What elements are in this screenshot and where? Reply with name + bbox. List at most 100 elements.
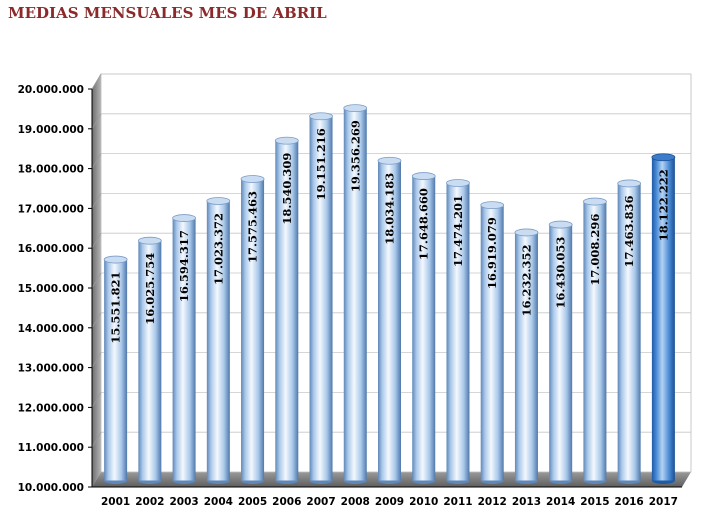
bar-top (137, 236, 162, 245)
bar-body (514, 232, 538, 481)
y-tick-label: 19.000.000 (18, 124, 84, 136)
x-axis: 2001 2002 2003 2004 2005 2006 2007 2008 2009 2010… (92, 486, 682, 508)
x-tick-label: 2012 (478, 496, 507, 508)
bar-top (446, 179, 470, 187)
y-tick-label: 10.000.000 (18, 482, 84, 494)
y-tick-label: 17.000.000 (18, 203, 84, 215)
bar: 16.594.317 (172, 214, 196, 484)
bar-data-label: 19.356.269 (348, 120, 362, 192)
bar-top (240, 175, 265, 183)
bar-data-label: 16.025.754 (143, 253, 157, 325)
bar-body (343, 108, 367, 481)
gridline-side (91, 431, 102, 448)
bar-body (206, 200, 230, 481)
bar-body (138, 240, 162, 481)
bar-top (411, 172, 436, 180)
y-tick-label: 18.000.000 (18, 164, 84, 176)
gridline-side (91, 352, 102, 368)
bar-body (309, 116, 333, 481)
bar-data-label: 17.575.463 (246, 191, 260, 263)
gridline-side (91, 73, 102, 90)
gridline-side (91, 153, 102, 169)
bar-body (480, 205, 504, 481)
x-tick-label: 2001 (101, 496, 130, 508)
bar: 16.919.079 (480, 201, 505, 484)
bar: 15.551.821 (103, 255, 128, 484)
x-tick-label: 2011 (443, 496, 472, 508)
y-tick-label: 20.000.000 (18, 84, 84, 96)
x-tick-label: 2003 (169, 496, 198, 508)
bar-top (514, 228, 539, 237)
chart-title: MEDIAS MENSUALES MES DE ABRIL (8, 4, 327, 22)
bar-body (104, 259, 128, 481)
x-tick-label: 2004 (204, 496, 233, 508)
bar-body (241, 178, 265, 481)
bar-top (651, 153, 676, 162)
bar-top (377, 156, 402, 165)
bar-data-label: 17.648.660 (417, 188, 431, 260)
x-tick-label: 2008 (341, 496, 370, 508)
bar-top (480, 201, 505, 210)
bar-body (275, 140, 299, 481)
bar-data-label: 16.594.317 (177, 230, 191, 302)
gridline-side (91, 272, 102, 289)
bar: 17.008.296 (583, 197, 607, 484)
bar-data-label: 16.430.053 (554, 237, 568, 309)
x-tick-label: 2005 (238, 496, 267, 508)
x-tick-label: 2007 (306, 496, 335, 508)
bar: 17.575.463 (240, 175, 265, 484)
bar-data-label: 17.474.201 (451, 195, 465, 267)
bar: 19.151.216 (309, 112, 333, 484)
bar-data-label: 19.151.216 (314, 128, 328, 200)
x-tick-label: 2002 (135, 496, 164, 508)
y-tick-label: 14.000.000 (18, 323, 84, 335)
bar-body (446, 183, 470, 481)
bar-data-label: 18.540.309 (280, 153, 294, 225)
x-tick-label: 2014 (546, 496, 575, 508)
bar-body (412, 176, 436, 481)
bar: 16.430.053 (548, 220, 573, 484)
bar-top (274, 136, 299, 145)
bar-body (651, 157, 675, 481)
bar-body (378, 160, 401, 481)
y-tick-label: 15.000.000 (18, 283, 84, 295)
x-tick-label: 2016 (615, 496, 644, 508)
y-tick-label: 16.000.000 (18, 243, 84, 255)
bar-body (172, 218, 196, 481)
x-tick-label: 2015 (580, 496, 609, 508)
bar-top (343, 104, 368, 113)
bar: 19.356.269 (343, 104, 368, 484)
bar: 18.034.183 (377, 156, 402, 484)
y-tick-label: 11.000.000 (18, 442, 84, 454)
bar-top (206, 197, 231, 205)
bar-top (309, 112, 333, 121)
y-tick-label: 12.000.000 (18, 402, 84, 414)
bar-data-label: 16.232.352 (519, 244, 533, 316)
x-tick-label: 2010 (409, 496, 438, 508)
bar-top (548, 220, 573, 229)
bar-data-label: 17.008.296 (588, 214, 602, 286)
gridline-side (91, 312, 102, 329)
bar-data-label: 15.551.821 (109, 272, 123, 344)
gridline-side (91, 113, 102, 130)
bar-top (103, 255, 128, 264)
bar: 16.025.754 (137, 236, 162, 484)
x-tick-label: 2013 (512, 496, 541, 508)
bars: 15.551.821 16.025.754 16.594.317 17.023.372… (103, 104, 676, 484)
bar: 17.463.836 (617, 179, 642, 484)
bar-data-label: 17.023.372 (211, 213, 225, 285)
x-tick-label: 2009 (375, 496, 404, 508)
bar-top (583, 197, 607, 206)
gridline-side (91, 193, 102, 209)
bar-top (617, 179, 642, 188)
bar: 17.648.660 (411, 172, 436, 484)
bar: 17.474.201 (446, 179, 470, 484)
y-axis: 10.000.000 11.000.000 12.000.000 13.000.000… (18, 84, 93, 494)
bar: 18.122.222 (651, 153, 676, 484)
bar-data-label: 17.463.836 (622, 195, 636, 267)
x-tick-label: 2017 (649, 496, 678, 508)
bar-body (549, 224, 573, 481)
bar-data-label: 18.034.183 (383, 173, 397, 245)
bar-data-label: 16.919.079 (485, 217, 499, 289)
bar-body (583, 201, 607, 481)
